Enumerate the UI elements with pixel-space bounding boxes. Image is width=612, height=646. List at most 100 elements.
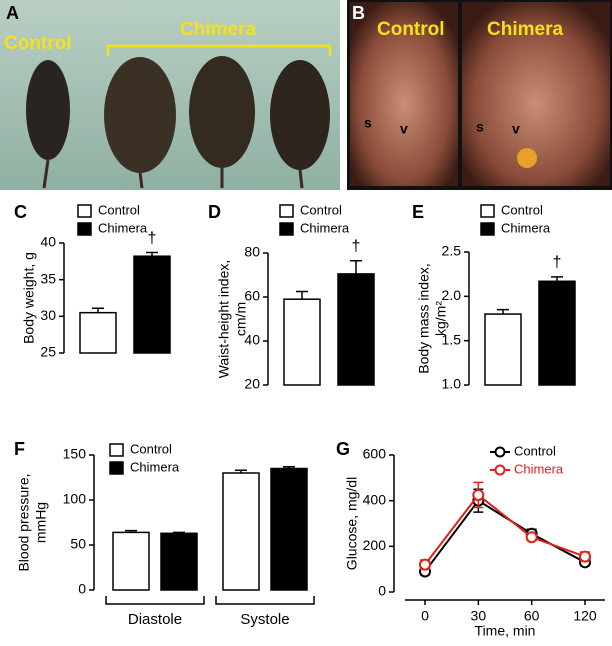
y-tick-label: 30 <box>40 307 56 323</box>
y-tick-label: 60 <box>244 288 260 304</box>
legend-swatch <box>77 222 92 236</box>
y-axis-label: kg/m² <box>433 301 449 336</box>
y-axis-label: cm/m <box>233 302 249 336</box>
x-tick-label: Diastole <box>128 611 182 628</box>
annotation: † <box>148 230 157 247</box>
legend-marker <box>494 446 506 458</box>
x-tick-label: 120 <box>573 608 597 624</box>
y-tick-label: 35 <box>40 270 56 286</box>
panel-label: F <box>14 439 25 459</box>
y-axis-label: mmHg <box>33 502 49 543</box>
bar <box>270 467 308 591</box>
legend-swatch <box>480 222 495 236</box>
error-bar <box>146 251 158 257</box>
bar <box>337 273 375 386</box>
legend-marker <box>494 464 506 476</box>
legend-swatch <box>279 204 294 218</box>
panel-label: G <box>336 439 350 459</box>
y-tick-label: 1.5 <box>442 331 462 347</box>
y-axis-label: Blood pressure, <box>16 473 32 571</box>
error-bar <box>296 290 308 300</box>
legend-label: Control <box>514 443 556 458</box>
panel-label: A <box>6 3 19 23</box>
annotation: † <box>553 254 562 271</box>
error-bar <box>235 469 247 473</box>
y-axis-label: Body weight, g <box>21 252 37 344</box>
photo-mark: s <box>364 115 372 131</box>
panel-a-photo: A Control Chimera <box>0 0 340 190</box>
legend-label: Chimera <box>514 461 564 476</box>
point <box>525 531 538 544</box>
legend-label: Control <box>300 202 342 217</box>
panel-b-photo: B Control Chimera s v s v <box>347 0 612 190</box>
bar <box>133 255 171 354</box>
y-axis-label: Body mass index, <box>416 263 432 374</box>
bar <box>160 532 198 591</box>
panel-label: C <box>14 202 27 222</box>
error-bar <box>92 307 104 313</box>
legend-swatch <box>77 204 92 218</box>
y-tick-label: 20 <box>244 376 260 392</box>
legend-label: Chimera <box>130 459 180 474</box>
legend-label: Control <box>501 202 543 217</box>
x-tick-label: 30 <box>471 608 487 624</box>
y-tick-label: 200 <box>363 537 387 553</box>
bar <box>222 472 260 591</box>
bar <box>484 313 522 386</box>
bar <box>283 298 321 386</box>
point <box>419 558 431 571</box>
photo-mark: v <box>512 121 520 137</box>
point <box>472 488 485 501</box>
y-tick-label: 100 <box>63 491 87 507</box>
photo-label: Control <box>377 19 445 40</box>
legend-label: Control <box>130 441 172 456</box>
photo-mark: s <box>476 119 484 135</box>
y-tick-label: 600 <box>363 446 387 462</box>
y-tick-label: 25 <box>40 344 56 360</box>
photo-label: Chimera <box>180 19 256 40</box>
y-tick-label: 50 <box>70 536 86 552</box>
legend-swatch <box>480 204 495 218</box>
error-bar <box>497 308 509 315</box>
bar <box>112 531 150 591</box>
photo-label: Control <box>4 33 72 54</box>
y-axis-label: Waist-height index, <box>216 260 232 379</box>
y-tick-label: 80 <box>244 244 260 260</box>
error-bar <box>551 276 563 282</box>
bar <box>538 280 576 386</box>
legend-label: Control <box>98 202 140 217</box>
line <box>424 493 586 566</box>
photo-label: Chimera <box>487 19 563 40</box>
bar <box>79 311 117 354</box>
error-bar <box>283 465 295 469</box>
x-tick-label: Systole <box>240 611 289 628</box>
y-tick-label: 2.5 <box>442 243 462 259</box>
legend-swatch <box>279 222 294 236</box>
legend-label: Chimera <box>300 220 350 235</box>
y-tick-label: 150 <box>63 446 87 462</box>
y-tick-label: 0 <box>378 583 386 599</box>
annotation: † <box>352 238 361 255</box>
y-tick-label: 0 <box>78 581 86 597</box>
legend-swatch <box>109 461 124 475</box>
line <box>424 499 586 573</box>
panel-label: B <box>352 3 365 23</box>
legend-swatch <box>109 443 124 457</box>
error-bar <box>173 531 185 534</box>
error-bar <box>350 259 362 274</box>
x-tick-label: 0 <box>421 608 429 624</box>
panel-label: E <box>412 202 424 222</box>
y-tick-label: 2.0 <box>442 287 462 303</box>
y-tick-label: 40 <box>244 332 260 348</box>
error-bar <box>125 529 137 533</box>
category-bracket <box>215 596 315 605</box>
legend-label: Chimera <box>501 220 551 235</box>
y-tick-label: 400 <box>363 491 387 507</box>
x-tick-label: 60 <box>524 608 540 624</box>
x-axis-label: Time, min <box>475 623 536 639</box>
point <box>579 550 591 563</box>
y-tick-label: 1.0 <box>442 376 462 392</box>
photo-mark: v <box>400 121 408 137</box>
y-axis-label: Glucose, mg/dl <box>344 477 360 570</box>
